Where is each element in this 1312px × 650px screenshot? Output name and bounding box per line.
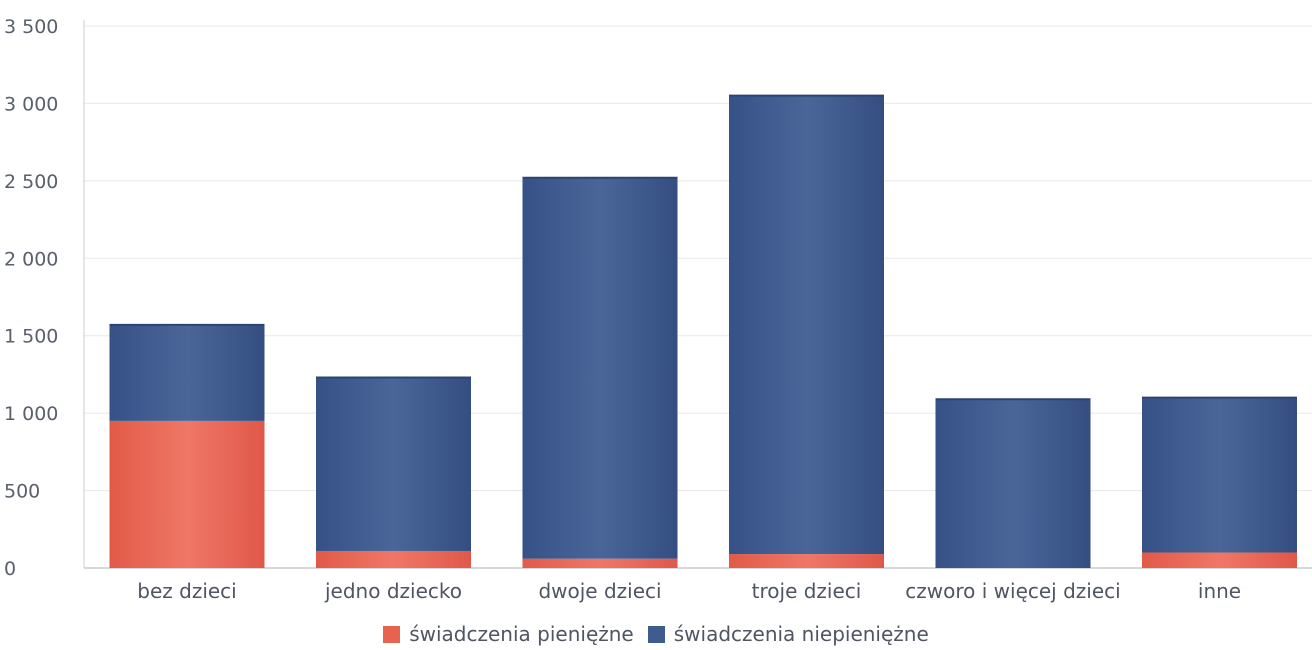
bar-segment-cash (1142, 552, 1297, 568)
y-tick-label: 500 (4, 481, 40, 503)
legend: świadczenia pieniężne świadczenia niepie… (0, 618, 1312, 650)
legend-item-noncash[interactable]: świadczenia niepieniężne (647, 622, 929, 646)
y-tick-label: 3 500 (4, 16, 58, 38)
axis-layer (83, 20, 1312, 569)
bar-segment-cash (316, 550, 471, 568)
bar-segment-noncash (522, 177, 678, 559)
legend-label-noncash: świadczenia niepieniężne (673, 622, 929, 646)
y-tick-label: 2 000 (4, 248, 58, 270)
grid-layer (84, 25, 1312, 492)
labels-layer: 0 500 1 000 1 500 2 000 2 500 3 000 3 500 bez dz… (4, 16, 1241, 603)
bar-segment-cash (109, 420, 265, 568)
x-tick-label: inne (1198, 579, 1241, 603)
bar-segment-noncash (316, 377, 471, 551)
legend-swatch-noncash (647, 625, 665, 643)
legend-item-cash[interactable]: świadczenia pieniężne (383, 622, 634, 646)
y-tick-label: 2 500 (4, 171, 58, 193)
bar-segment-noncash (1142, 397, 1297, 553)
bar-segment-cash (522, 558, 678, 568)
bar-segment-noncash (935, 399, 1091, 568)
y-tick-label: 3 000 (4, 93, 58, 115)
bar-segment-cash (729, 554, 884, 568)
x-tick-label: dwoje dzieci (538, 579, 661, 603)
x-tick-label: bez dzieci (137, 579, 236, 603)
x-tick-label: czworo i więcej dzieci (905, 579, 1120, 603)
bar-segment-noncash (729, 95, 884, 555)
y-tick-label: 1 000 (4, 403, 58, 425)
legend-swatch-cash (383, 625, 401, 643)
legend-label-cash: świadczenia pieniężne (409, 622, 634, 646)
y-tick-label: 1 500 (4, 326, 58, 348)
bars-layer (109, 94, 1297, 568)
x-tick-label: troje dzieci (752, 579, 862, 603)
bar-segment-noncash (109, 324, 265, 421)
x-tick-label: jedno dziecko (324, 579, 462, 603)
y-tick-label: 0 (4, 558, 16, 580)
